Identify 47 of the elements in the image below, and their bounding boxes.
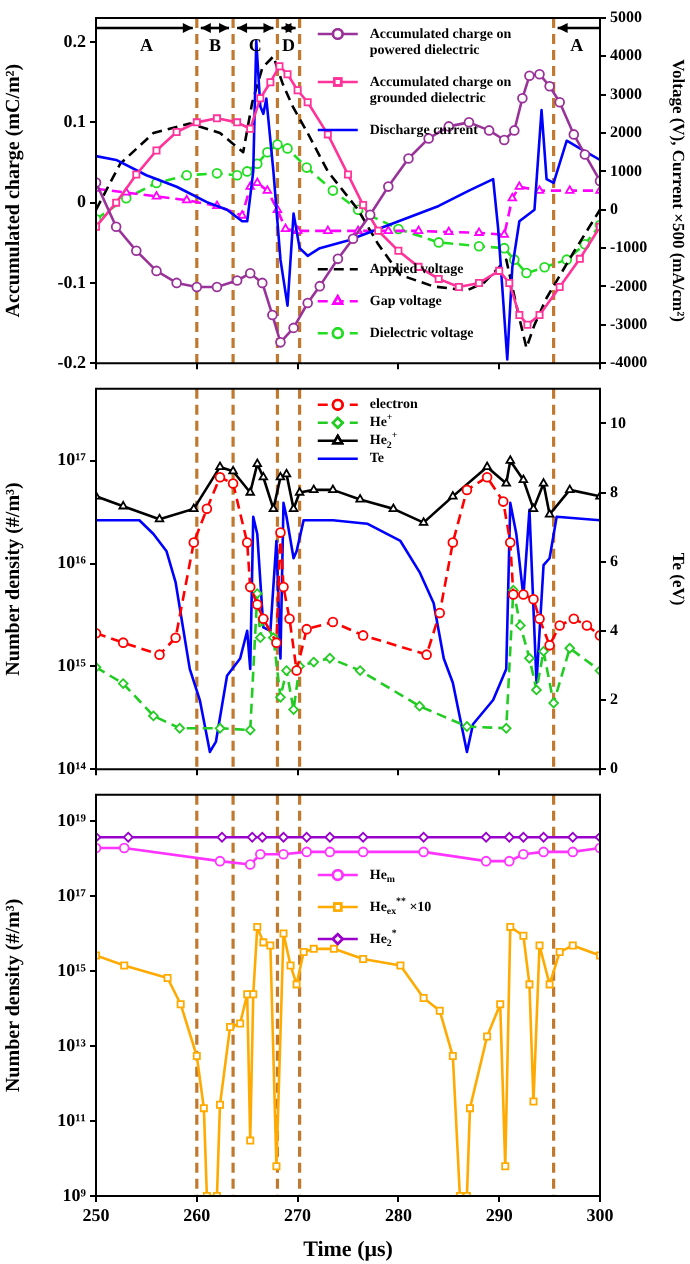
x-tick-label: 260 — [183, 1205, 212, 1226]
x-tick-label: 250 — [82, 1205, 111, 1226]
annotation: D — [282, 34, 297, 55]
y2-tick-label: 1000 — [610, 161, 642, 180]
x-tick-label: 290 — [485, 1205, 514, 1226]
y-tick-label: 10¹³ — [57, 1034, 87, 1055]
y2-tick-label: -3000 — [610, 314, 648, 333]
y2-axis-title: Voltage (V), Current ×500 (mA/cm²) — [669, 59, 690, 323]
y-tick-label: 0 — [77, 191, 87, 212]
y2-tick-label: 4000 — [610, 46, 642, 65]
y-tick-label: 10¹⁷ — [57, 884, 87, 905]
y-tick-label: -0.2 — [57, 351, 87, 372]
y-tick-label: 10¹⁹ — [57, 809, 87, 830]
y2-tick-label: 2000 — [610, 123, 642, 142]
y-tick-label: 10¹⁶ — [57, 552, 87, 573]
y2-tick-label: -2000 — [610, 276, 648, 295]
y2-tick-label: 8 — [610, 482, 618, 501]
annotation: B — [208, 34, 221, 55]
y2-tick-label: -1000 — [610, 238, 648, 257]
x-axis-title: Time (μs) — [303, 1238, 394, 1263]
y2-tick-label: 4 — [610, 621, 618, 639]
y-tick-label: 0.2 — [63, 30, 87, 51]
y-tick-label: 10⁹ — [62, 1184, 87, 1205]
y2-tick-label: 0 — [610, 199, 618, 218]
y-tick-label: 10¹⁵ — [57, 959, 87, 980]
y2-tick-label: 0 — [610, 759, 618, 778]
y-tick-label: 10¹⁷ — [57, 449, 87, 470]
y-tick-label: -0.1 — [57, 271, 87, 292]
y2-tick-label: 10 — [610, 413, 626, 432]
y-axis-title: Accumulated charge (mC/m²) — [3, 63, 26, 318]
y2-tick-label: 2 — [610, 690, 618, 709]
annotation: A — [139, 34, 154, 55]
y2-tick-label: -4000 — [610, 353, 648, 372]
annotation: A — [570, 34, 585, 55]
y2-tick-label: 6 — [610, 551, 618, 570]
x-tick-label: 270 — [284, 1205, 313, 1226]
y-axis-title: Number density (#/m³) — [3, 898, 26, 1093]
y-tick-label: 10¹¹ — [57, 1109, 87, 1130]
y-axis-title: Number density (#/m³) — [3, 482, 26, 676]
y-tick-label: 10¹⁴ — [57, 757, 87, 778]
y2-tick-label: 5000 — [610, 8, 642, 27]
y-tick-label: 10¹⁵ — [57, 655, 87, 676]
y2-tick-label: 3000 — [610, 84, 642, 103]
x-tick-label: 280 — [384, 1205, 413, 1226]
x-tick-label: 300 — [586, 1205, 615, 1226]
y-tick-label: 0.1 — [63, 111, 87, 132]
y2-axis-title: Te (eV) — [669, 552, 690, 606]
